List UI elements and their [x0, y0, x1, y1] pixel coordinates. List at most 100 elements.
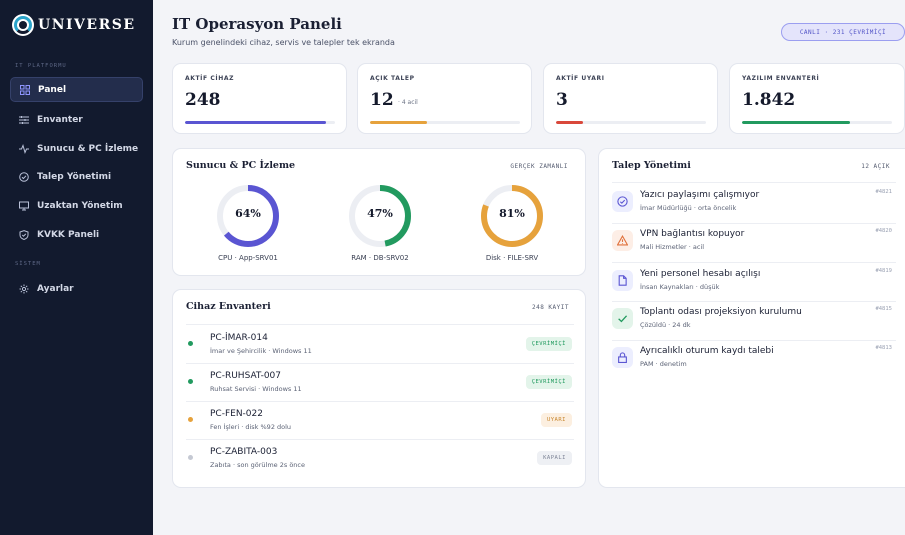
ticket-management-card: Talep Yönetimi 12 AÇIK Yazıcı paylaşımı …	[598, 148, 905, 488]
sidebar-item-talep[interactable]: Talep Yönetimi	[10, 164, 143, 189]
sidebar-item-panel[interactable]: Panel	[10, 77, 143, 102]
status-dot	[188, 455, 193, 460]
sidebar-item-monitoring[interactable]: Sunucu & PC İzleme	[10, 136, 143, 161]
device-name: PC-FEN-022	[210, 409, 263, 419]
gauge-value: 81%	[499, 207, 525, 220]
list-item[interactable]: Yazıcı paylaşımı çalışmıyor İmar Müdürlü…	[612, 184, 896, 223]
inventory-title: Cihaz Envanteri	[186, 301, 271, 312]
device-meta: Ruhsat Servisi · Windows 11	[210, 385, 302, 393]
gauge-cpu[interactable]: 64% CPU · App-SRV01	[215, 183, 281, 262]
status-dot	[188, 341, 193, 346]
ticket-title: Yeni personel hesabı açılışı	[640, 269, 761, 279]
divider	[612, 262, 896, 263]
divider	[612, 223, 896, 224]
device-meta: Zabıta · son görülme 2s önce	[210, 461, 306, 469]
section-label-platform: IT PLATFORMU	[15, 63, 67, 69]
checkmark-icon	[612, 308, 633, 329]
list-item[interactable]: Ayrıcalıklı oturum kaydı talebi PAM · de…	[612, 340, 896, 379]
kpi-card-open-tickets[interactable]: AÇIK TALEP 12 · 4 acil	[357, 63, 532, 134]
status-dot	[188, 417, 193, 422]
kpi-card-software-inventory[interactable]: YAZILIM ENVANTERİ 1.842	[729, 63, 905, 134]
kpi-progress-track	[185, 121, 335, 124]
table-row[interactable]: PC-RUHSAT-007 Ruhsat Servisi · Windows 1…	[186, 364, 574, 402]
divider	[612, 340, 896, 341]
main-content: IT Operasyon Paneli Kurum genelindeki ci…	[153, 0, 905, 535]
ticket-title: VPN bağlantısı kopuyor	[640, 229, 745, 239]
ticket-meta: Çözüldü · 24 dk	[640, 321, 691, 329]
kpi-note: · 4 acil	[398, 99, 418, 106]
gauge-label: Disk · FILE-SRV	[485, 254, 539, 262]
status-badge: ÇEVRİMİÇİ	[525, 337, 572, 351]
check-circle-icon	[612, 191, 633, 212]
kpi-progress-fill	[370, 121, 427, 124]
gauge-value: 47%	[367, 207, 393, 220]
kpi-progress-track	[742, 121, 892, 124]
sidebar-item-settings[interactable]: Ayarlar	[10, 276, 143, 301]
gauge-label: RAM · DB-SRV02	[351, 254, 409, 262]
gauge-value: 64%	[235, 207, 261, 220]
document-icon	[612, 270, 633, 291]
device-name: PC-ZABITA-003	[210, 447, 278, 457]
ticket-title: Ayrıcalıklı oturum kaydı talebi	[640, 346, 774, 356]
ticket-id: #4819	[875, 268, 892, 274]
kpi-progress-fill	[185, 121, 326, 124]
monitor-icon	[19, 201, 29, 211]
shield-icon	[19, 229, 29, 240]
table-row[interactable]: PC-ZABITA-003 Zabıta · son görülme 2s ön…	[186, 440, 574, 478]
sidebar-item-label: Panel	[38, 84, 67, 95]
sidebar-item-envanter[interactable]: Envanter	[10, 107, 143, 132]
sidebar-item-label: Talep Yönetimi	[37, 171, 112, 182]
divider	[186, 324, 574, 325]
status-dot	[188, 379, 193, 384]
table-row[interactable]: PC-FEN-022 Fen İşleri · disk %92 dolu UY…	[186, 402, 574, 440]
ticket-meta: İnsan Kaynakları · düşük	[640, 283, 720, 291]
check-circle-icon	[19, 171, 29, 182]
ticket-title: Toplantı odası projeksiyon kurulumu	[640, 307, 802, 317]
tickets-title: Talep Yönetimi	[612, 160, 691, 171]
kpi-value: 1.842	[742, 90, 796, 110]
divider	[186, 401, 574, 402]
status-badge: UYARI	[540, 413, 572, 427]
ticket-meta: PAM · denetim	[640, 360, 687, 368]
kpi-progress-track	[556, 121, 706, 124]
gear-icon	[19, 284, 29, 294]
list-item[interactable]: Yeni personel hesabı açılışı İnsan Kayna…	[612, 263, 896, 302]
divider	[186, 363, 574, 364]
device-name: PC-RUHSAT-007	[210, 371, 282, 381]
kpi-label: AÇIK TALEP	[370, 75, 415, 82]
ticket-meta: Mali Hizmetler · acil	[640, 243, 705, 251]
kpi-value: 3	[556, 90, 568, 110]
ticket-id: #4821	[875, 189, 892, 195]
gauge-disk[interactable]: 81% Disk · FILE-SRV	[479, 183, 545, 262]
sidebar: UNIVERSE IT PLATFORMU Panel Envanter Sun…	[0, 0, 153, 535]
list-item[interactable]: VPN bağlantısı kopuyor Mali Hizmetler · …	[612, 223, 896, 262]
page-title: IT Operasyon Paneli	[172, 15, 342, 33]
sidebar-item-label: Sunucu & PC İzleme	[37, 143, 139, 154]
gauge-ram[interactable]: 47% RAM · DB-SRV02	[347, 183, 413, 262]
divider	[612, 182, 896, 183]
ticket-id: #4813	[875, 345, 892, 351]
sidebar-item-label: Uzaktan Yönetim	[37, 200, 123, 211]
status-badge: KAPALI	[537, 451, 572, 465]
server-monitoring-card: Sunucu & PC İzleme GERÇEK ZAMANLI 64% CP…	[172, 148, 586, 276]
live-badge-text: CANLI · 231 ÇEVRİMİÇİ	[799, 28, 887, 36]
kpi-progress-fill	[742, 121, 850, 124]
sidebar-item-label: KVKK Paneli	[37, 229, 100, 240]
kpi-progress-track	[370, 121, 520, 124]
page-subtitle: Kurum genelindeki cihaz, servis ve talep…	[172, 38, 395, 47]
pulse-icon	[19, 143, 29, 154]
list-item[interactable]: Toplantı odası projeksiyon kurulumu Çözü…	[612, 301, 896, 340]
realtime-tag: GERÇEK ZAMANLI	[510, 163, 568, 170]
sidebar-item-kvkk[interactable]: KVKK Paneli	[10, 222, 143, 247]
sidebar-item-remote[interactable]: Uzaktan Yönetim	[10, 193, 143, 218]
kpi-card-active-devices[interactable]: AKTİF CİHAZ 248	[172, 63, 347, 134]
kpi-value: 12	[370, 90, 394, 110]
device-meta: Fen İşleri · disk %92 dolu	[210, 423, 292, 431]
kpi-card-active-alerts[interactable]: AKTİF UYARI 3	[543, 63, 718, 134]
open-count-tag: 12 AÇIK	[861, 163, 890, 170]
sidebar-item-label: Ayarlar	[37, 283, 74, 294]
brand-logo[interactable]: UNIVERSE	[12, 14, 136, 36]
table-row[interactable]: PC-İMAR-014 İmar ve Şehircilik · Windows…	[186, 326, 574, 364]
ticket-id: #4820	[875, 228, 892, 234]
kpi-progress-fill	[556, 121, 583, 124]
